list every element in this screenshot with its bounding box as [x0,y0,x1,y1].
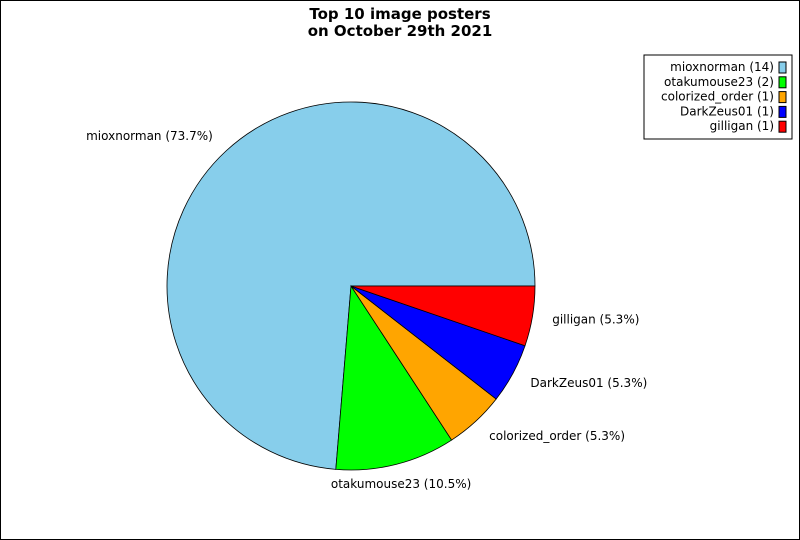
slice-label-otakumouse23: otakumouse23 (10.5%) [331,477,471,491]
legend-label-DarkZeus01: DarkZeus01 (1) [680,104,774,118]
legend-swatch-gilligan [778,120,787,133]
legend-label-mioxnorman: mioxnorman (14) [670,60,774,74]
legend-swatch-colorized_order [778,91,787,104]
chart-title-line-2: on October 29th 2021 [308,22,493,40]
legend-swatch-mioxnorman [778,61,787,74]
slice-label-mioxnorman: mioxnorman (73.7%) [86,129,213,143]
chart-title-line-1: Top 10 image posters [309,5,490,23]
legend-swatch-DarkZeus01 [778,105,787,118]
legend-label-otakumouse23: otakumouse23 (2) [664,75,774,89]
pie-slice-gilligan [350,285,536,347]
legend-box [643,54,793,140]
legend: mioxnorman (14)otakumouse23 (2)colorized… [643,54,793,140]
pie-slice-otakumouse23 [335,284,453,471]
slice-label-colorized_order: colorized_order (5.3%) [489,429,625,443]
legend-label-colorized_order: colorized_order (1) [661,90,774,104]
slice-label-DarkZeus01: DarkZeus01 (5.3%) [530,376,647,390]
legend-swatch-otakumouse23 [778,76,787,89]
legend-label-gilligan: gilligan (1) [710,119,774,133]
slice-label-gilligan: gilligan (5.3%) [552,313,639,327]
